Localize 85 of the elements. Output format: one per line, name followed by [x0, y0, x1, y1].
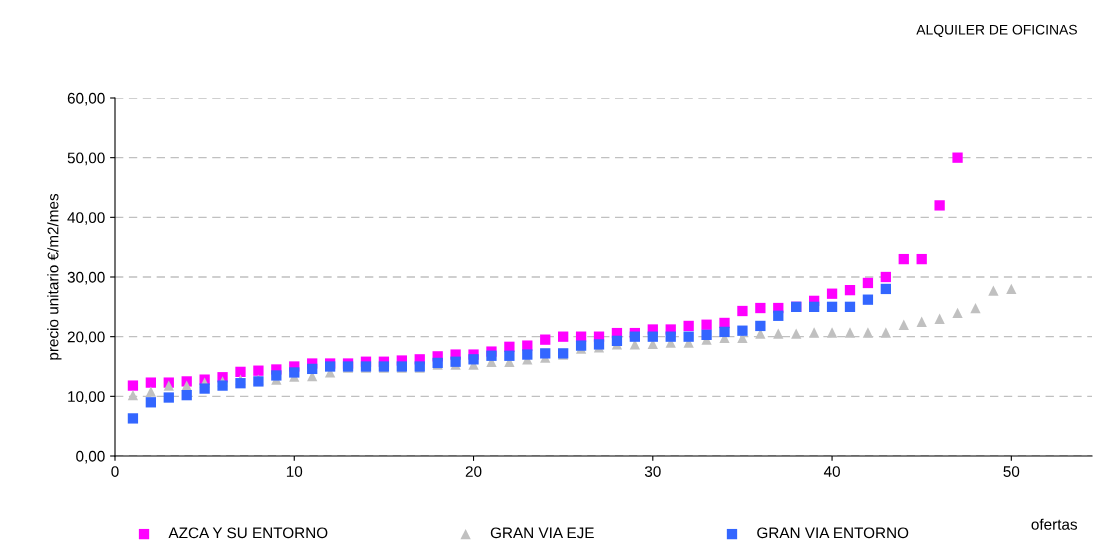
x-tick-label: 0	[111, 466, 119, 477]
point	[127, 413, 139, 424]
point	[862, 277, 874, 289]
point	[737, 325, 748, 336]
point	[235, 366, 246, 378]
point	[181, 389, 192, 401]
point	[145, 397, 156, 408]
point	[683, 331, 694, 342]
point	[289, 367, 300, 378]
x-tick-label: 30	[644, 466, 661, 477]
legend-label: GRAN VIA ENTORNO	[757, 527, 909, 539]
point	[791, 328, 802, 339]
y-tick-label: 30,00	[67, 271, 105, 285]
point	[127, 380, 139, 391]
point	[504, 341, 515, 352]
point	[773, 328, 784, 339]
legend-label: GRAN VIA EJE	[490, 527, 594, 539]
point	[683, 320, 694, 332]
point	[773, 310, 784, 321]
point	[862, 294, 874, 305]
point	[522, 349, 533, 360]
y-axis-title: precio unitario €/m2/mes	[47, 193, 62, 360]
point	[826, 301, 838, 312]
point	[629, 331, 641, 342]
point	[934, 200, 945, 211]
point	[970, 302, 981, 314]
point	[916, 253, 927, 265]
point	[916, 316, 927, 327]
point	[701, 329, 712, 341]
point	[988, 285, 999, 296]
y-tick-label: 40,00	[67, 212, 105, 225]
point	[145, 386, 156, 397]
point	[898, 253, 909, 265]
point	[163, 392, 174, 403]
point	[217, 380, 228, 391]
point	[271, 370, 282, 381]
point	[844, 284, 856, 296]
point	[880, 283, 891, 295]
point	[540, 334, 551, 345]
point	[826, 327, 838, 338]
point	[1006, 283, 1017, 295]
point	[844, 301, 856, 312]
y-tick-label: 60,00	[67, 92, 105, 106]
point	[307, 363, 318, 375]
y-tick-label: 50,00	[67, 152, 105, 166]
point	[826, 288, 838, 299]
point	[145, 377, 156, 388]
point	[755, 302, 766, 314]
point	[952, 152, 963, 163]
point	[611, 335, 623, 346]
point	[862, 327, 874, 338]
legend-label: AZCA Y SU ENTORNO	[168, 527, 328, 539]
point	[504, 350, 515, 361]
point	[719, 326, 730, 338]
y-tick-label: 10,00	[68, 391, 105, 404]
x-axis-title: ofertas	[1031, 518, 1078, 530]
point	[468, 354, 479, 365]
point	[647, 331, 658, 342]
x-tick-label: 10	[286, 466, 303, 477]
point	[755, 320, 766, 332]
point	[199, 383, 210, 394]
point	[665, 331, 676, 342]
y-tick-label: 0,00	[76, 450, 105, 464]
x-tick-label: 20	[465, 466, 482, 477]
x-tick-label: 50	[1003, 466, 1020, 477]
x-tick-label: 40	[823, 466, 840, 477]
point	[540, 348, 551, 359]
point	[127, 389, 139, 401]
point	[844, 327, 856, 338]
point	[880, 271, 891, 283]
y-tick-label: 20,00	[67, 331, 105, 345]
point	[486, 350, 497, 361]
point	[808, 301, 820, 312]
point	[898, 319, 909, 330]
point	[737, 305, 748, 317]
point	[558, 331, 569, 342]
point	[934, 313, 945, 324]
point	[701, 319, 712, 330]
point	[253, 365, 264, 376]
point	[719, 317, 730, 329]
point	[880, 327, 891, 338]
point	[235, 378, 246, 389]
chart-title: ALQUILER DE OFICINAS	[916, 24, 1077, 38]
point	[808, 327, 820, 338]
point	[952, 307, 963, 318]
